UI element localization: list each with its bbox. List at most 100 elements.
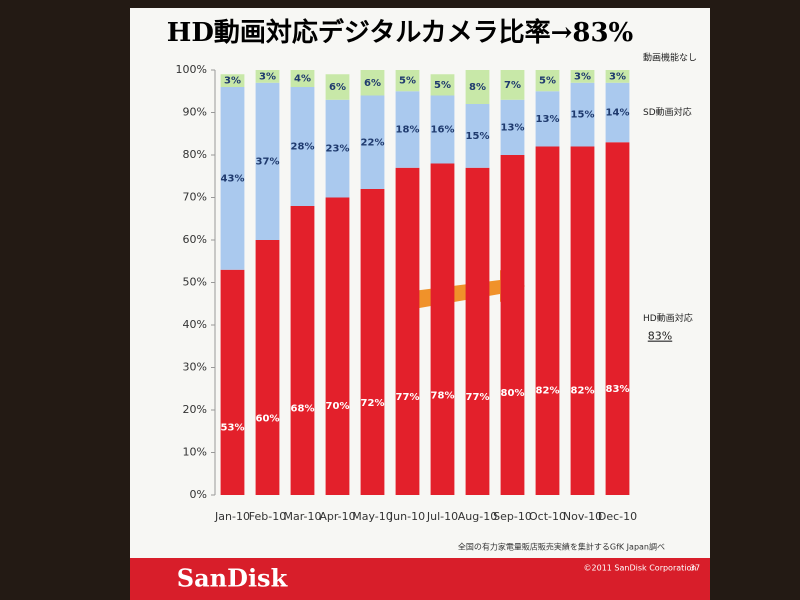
bar-segment <box>325 197 350 495</box>
data-label: 13% <box>536 114 560 125</box>
data-label: 78% <box>431 391 455 402</box>
data-label: 60% <box>256 414 280 425</box>
data-label: 3% <box>224 76 241 87</box>
x-tick-label: Mar-10 <box>283 510 321 523</box>
x-tick-label: Feb-10 <box>249 510 286 523</box>
data-label: 8% <box>469 82 486 93</box>
legend-label: HD動画対応 <box>643 312 693 324</box>
y-tick-label: 70% <box>183 191 207 204</box>
bar-segment <box>535 91 560 147</box>
data-label: 7% <box>504 80 521 91</box>
bar-segment <box>605 82 630 143</box>
bar-segment <box>325 99 350 198</box>
data-label: 28% <box>291 142 315 153</box>
data-label: 23% <box>326 144 350 155</box>
bar-segment <box>605 70 630 83</box>
y-tick-label: 80% <box>183 148 207 161</box>
bar-segment <box>220 74 245 87</box>
highlight-label: 83% <box>648 330 672 343</box>
bar-segment <box>325 74 350 100</box>
bar-segment <box>395 70 420 92</box>
bar-segment <box>465 70 490 104</box>
bar-segment <box>605 142 630 495</box>
data-label: 72% <box>361 398 385 409</box>
data-label: 4% <box>294 74 311 85</box>
bar-segment <box>500 70 525 100</box>
bar-segment <box>255 70 280 83</box>
brand-logo: SanDisk <box>177 564 289 593</box>
bar-segment <box>535 70 560 92</box>
data-label: 83% <box>606 384 630 395</box>
y-tick-label: 0% <box>190 488 207 501</box>
bar-segment <box>290 70 315 87</box>
bar-segment <box>360 70 385 96</box>
bar-segment <box>290 87 315 206</box>
bar-segment <box>570 146 595 495</box>
copyright: ©2011 SanDisk Corporation <box>584 564 697 573</box>
y-tick-label: 60% <box>183 233 207 246</box>
data-label: 16% <box>431 125 455 136</box>
x-tick-label: Aug-10 <box>458 510 497 523</box>
data-label: 6% <box>329 82 346 93</box>
page-number: 37 <box>690 564 700 573</box>
y-tick-label: 100% <box>176 63 207 76</box>
x-tick-label: Apr-10 <box>319 510 355 523</box>
data-label: 3% <box>609 71 626 82</box>
bar-segment <box>570 82 595 147</box>
bar-segment <box>500 99 525 155</box>
data-label: 5% <box>539 76 556 87</box>
data-label: 5% <box>434 80 451 91</box>
bar-segment <box>360 189 385 495</box>
data-label: 77% <box>466 392 490 403</box>
data-label: 37% <box>256 156 280 167</box>
bar-segment <box>220 87 245 270</box>
y-tick-label: 30% <box>183 361 207 374</box>
data-label: 43% <box>221 173 245 184</box>
legend-label: 動画機能なし <box>643 52 697 64</box>
data-label: 80% <box>501 388 525 399</box>
x-tick-label: May-10 <box>352 510 393 523</box>
bar-segment <box>430 74 455 96</box>
bar-segment <box>465 104 490 168</box>
chart-title: HD動画対応デジタルカメラ比率→83% <box>167 17 634 48</box>
x-tick-label: Jan-10 <box>214 510 250 523</box>
data-label: 3% <box>259 71 276 82</box>
data-label: 70% <box>326 401 350 412</box>
x-tick-label: Oct-10 <box>529 510 566 523</box>
legend-label: SD動画対応 <box>643 106 692 118</box>
x-tick-label: Dec-10 <box>598 510 637 523</box>
data-label: 82% <box>536 385 560 396</box>
data-label: 68% <box>291 403 315 414</box>
data-label: 15% <box>466 131 490 142</box>
bar-segment <box>220 269 245 495</box>
y-tick-label: 50% <box>183 276 207 289</box>
x-tick-label: Jul-10 <box>426 510 458 523</box>
bar-segment <box>255 82 280 240</box>
bar-segment <box>500 155 525 495</box>
data-label: 22% <box>361 137 385 148</box>
data-label: 3% <box>574 71 591 82</box>
x-tick-label: Sep-10 <box>493 510 532 523</box>
bar-segment <box>255 240 280 495</box>
bar-segment <box>570 70 595 83</box>
x-tick-label: Jun-10 <box>389 510 425 523</box>
y-tick-label: 40% <box>183 318 207 331</box>
footnote: 全国の有力家電量販店販売実績を集計するGfK Japan調べ <box>458 542 665 552</box>
bar-segment <box>465 167 490 495</box>
bar-segment <box>535 146 560 495</box>
bar-segment <box>430 95 455 164</box>
data-label: 82% <box>571 385 595 396</box>
data-label: 6% <box>364 78 381 89</box>
data-label: 77% <box>396 392 420 403</box>
y-tick-label: 10% <box>183 446 207 459</box>
slide-footer <box>130 558 710 600</box>
bar-segment <box>360 95 385 189</box>
data-label: 14% <box>606 108 630 119</box>
bar-segment <box>290 206 315 495</box>
bar-segment <box>395 91 420 168</box>
data-label: 18% <box>396 125 420 136</box>
data-label: 13% <box>501 122 525 133</box>
y-tick-label: 90% <box>183 106 207 119</box>
data-label: 5% <box>399 76 416 87</box>
